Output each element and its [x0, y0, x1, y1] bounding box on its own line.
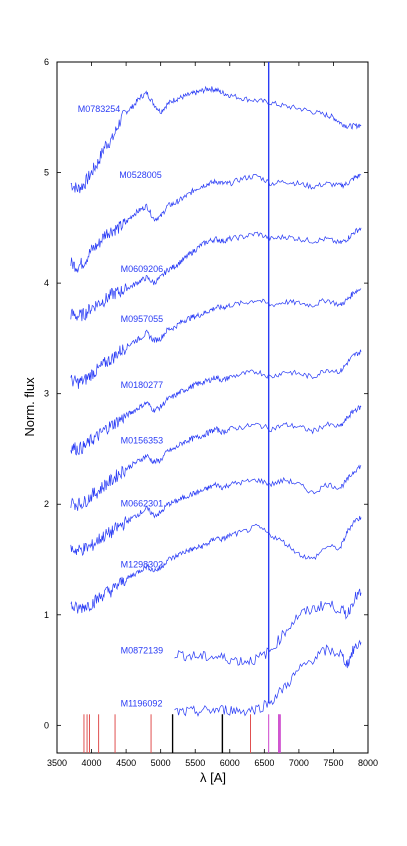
spectrum-line-M1196092	[174, 639, 362, 717]
series-label-M0528005: M0528005	[119, 170, 162, 180]
series-label-M1298302: M1298302	[121, 559, 164, 569]
spectrum-line-M0662301	[70, 464, 362, 557]
series-label-M0872139: M0872139	[121, 645, 164, 655]
spectrum-line-M0957055	[70, 288, 362, 389]
spectrum-line-M0872139	[174, 588, 362, 666]
axis-ticks: 3500 4000 4500 5000 5500 6000 6500 7000 7500 8000…	[44, 57, 378, 768]
spectrum-line-M0528005	[70, 173, 362, 273]
series-label-M0609206: M0609206	[121, 264, 164, 274]
plot-frame	[56, 61, 369, 754]
x-tick-label: 6500	[254, 758, 274, 768]
series-label-M1196092: M1196092	[121, 699, 163, 709]
y-tick-label: 2	[44, 499, 49, 509]
x-tick-label: 5500	[185, 758, 205, 768]
series-label-M0957055: M0957055	[121, 314, 164, 324]
x-tick-label: 8000	[358, 758, 378, 768]
series-label-M0662301: M0662301	[121, 498, 164, 508]
x-tick-label: 6000	[220, 758, 240, 768]
y-tick-label: 0	[44, 720, 49, 730]
y-tick-label: 6	[44, 57, 49, 67]
spectrum-line-M0180277	[70, 349, 362, 456]
series-label-M0156353: M0156353	[121, 435, 164, 445]
series-labels: M0783254 M0528005 M0609206 M0957055 M0180277…	[78, 104, 163, 709]
x-tick-label: 3500	[47, 758, 67, 768]
x-tick-label: 4500	[116, 758, 136, 768]
spectrum-line-M1298302	[70, 515, 362, 614]
y-tick-label: 1	[44, 610, 49, 620]
x-tick-label: 7000	[289, 758, 309, 768]
x-tick-label: 7500	[323, 758, 343, 768]
x-axis-title: λ [A]	[200, 770, 226, 785]
y-axis-title: Norm. flux	[22, 377, 37, 437]
series-layer	[70, 62, 362, 717]
spectrum-line-M0156353	[70, 405, 362, 511]
plot-area	[56, 61, 369, 754]
series-label-M0783254: M0783254	[78, 104, 121, 114]
y-tick-label: 4	[44, 278, 49, 288]
x-tick-label: 5000	[151, 758, 171, 768]
y-tick-label: 5	[44, 168, 49, 178]
spectrum-line-M0783254	[70, 85, 362, 194]
series-label-M0180277: M0180277	[121, 380, 164, 390]
spectrum-line-M0609206	[70, 227, 362, 322]
y-tick-label: 3	[44, 389, 49, 399]
x-tick-label: 4000	[82, 758, 102, 768]
spectral-line-markers	[83, 714, 281, 753]
